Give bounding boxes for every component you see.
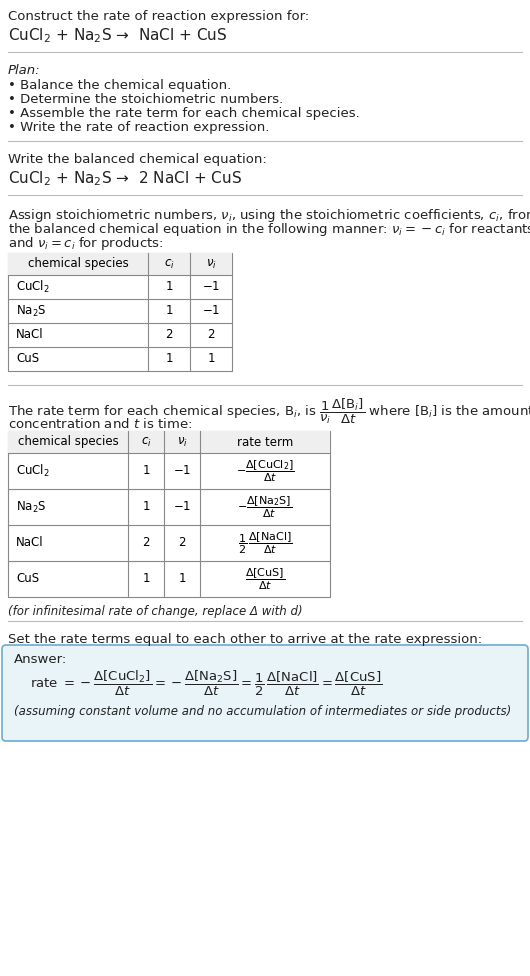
Text: Set the rate terms equal to each other to arrive at the rate expression:: Set the rate terms equal to each other t…	[8, 633, 482, 646]
Text: 2: 2	[207, 329, 215, 342]
Text: NaCl: NaCl	[16, 537, 43, 549]
Text: chemical species: chemical species	[28, 258, 128, 270]
Text: $c_i$: $c_i$	[140, 435, 152, 449]
Text: 1: 1	[178, 573, 186, 586]
Text: 1: 1	[142, 573, 150, 586]
Text: $\nu_i$: $\nu_i$	[206, 258, 216, 270]
Text: $-\dfrac{\Delta[\mathrm{Na_2S}]}{\Delta t}$: $-\dfrac{\Delta[\mathrm{Na_2S}]}{\Delta …	[237, 494, 293, 520]
Text: $-1$: $-1$	[173, 501, 191, 513]
Text: 2: 2	[165, 329, 173, 342]
Text: $c_i$: $c_i$	[164, 258, 174, 270]
Text: CuS: CuS	[16, 573, 39, 586]
Text: • Determine the stoichiometric numbers.: • Determine the stoichiometric numbers.	[8, 93, 283, 106]
Text: $-1$: $-1$	[202, 280, 220, 294]
Text: CuCl$_2$ + Na$_2$S →  2 NaCl + CuS: CuCl$_2$ + Na$_2$S → 2 NaCl + CuS	[8, 169, 242, 187]
Text: Na$_2$S: Na$_2$S	[16, 304, 47, 318]
Bar	[8, 431, 330, 597]
Text: 1: 1	[165, 280, 173, 294]
Text: Answer:: Answer:	[14, 653, 67, 666]
Text: 2: 2	[178, 537, 186, 549]
Text: Construct the rate of reaction expression for:: Construct the rate of reaction expressio…	[8, 10, 309, 23]
Text: $\nu_i$: $\nu_i$	[176, 435, 188, 449]
Text: CuCl$_2$: CuCl$_2$	[16, 279, 50, 295]
Text: CuS: CuS	[16, 352, 39, 365]
Text: • Balance the chemical equation.: • Balance the chemical equation.	[8, 79, 231, 92]
Text: CuCl$_2$: CuCl$_2$	[16, 463, 50, 479]
Text: • Write the rate of reaction expression.: • Write the rate of reaction expression.	[8, 121, 269, 134]
FancyBboxPatch shape	[2, 645, 528, 741]
Text: • Assemble the rate term for each chemical species.: • Assemble the rate term for each chemic…	[8, 107, 360, 120]
Text: and $\nu_i = c_i$ for products:: and $\nu_i = c_i$ for products:	[8, 235, 164, 252]
Text: NaCl: NaCl	[16, 329, 43, 342]
Text: The rate term for each chemical species, B$_i$, is $\dfrac{1}{\nu_i}\dfrac{\Delt: The rate term for each chemical species,…	[8, 397, 530, 427]
Text: rate term: rate term	[237, 435, 293, 449]
Text: 1: 1	[165, 352, 173, 365]
Text: $-1$: $-1$	[202, 305, 220, 317]
Text: 1: 1	[142, 501, 150, 513]
Text: (for infinitesimal rate of change, replace Δ with d): (for infinitesimal rate of change, repla…	[8, 605, 303, 618]
Text: concentration and $t$ is time:: concentration and $t$ is time:	[8, 417, 192, 431]
Bar	[8, 431, 330, 453]
Bar	[8, 253, 232, 275]
Text: $\dfrac{1}{2}\,\dfrac{\Delta[\mathrm{NaCl}]}{\Delta t}$: $\dfrac{1}{2}\,\dfrac{\Delta[\mathrm{NaC…	[238, 530, 292, 555]
Text: chemical species: chemical species	[17, 435, 118, 449]
Text: $\dfrac{\Delta[\mathrm{CuS}]}{\Delta t}$: $\dfrac{\Delta[\mathrm{CuS}]}{\Delta t}$	[245, 566, 285, 591]
Text: $-\dfrac{\Delta[\mathrm{CuCl_2}]}{\Delta t}$: $-\dfrac{\Delta[\mathrm{CuCl_2}]}{\Delta…	[236, 459, 294, 484]
Text: Assign stoichiometric numbers, $\nu_i$, using the stoichiometric coefficients, $: Assign stoichiometric numbers, $\nu_i$, …	[8, 207, 530, 224]
Text: Write the balanced chemical equation:: Write the balanced chemical equation:	[8, 153, 267, 166]
Text: rate $= -\dfrac{\Delta[\mathrm{CuCl_2}]}{\Delta t} = -\dfrac{\Delta[\mathrm{Na_2: rate $= -\dfrac{\Delta[\mathrm{CuCl_2}]}…	[30, 669, 382, 698]
Text: 1: 1	[207, 352, 215, 365]
Text: $-1$: $-1$	[173, 465, 191, 477]
Text: Na$_2$S: Na$_2$S	[16, 500, 47, 514]
Text: 1: 1	[142, 465, 150, 477]
Text: CuCl$_2$ + Na$_2$S →  NaCl + CuS: CuCl$_2$ + Na$_2$S → NaCl + CuS	[8, 26, 227, 45]
Bar	[8, 253, 232, 371]
Text: 1: 1	[165, 305, 173, 317]
Text: (assuming constant volume and no accumulation of intermediates or side products): (assuming constant volume and no accumul…	[14, 705, 511, 718]
Text: 2: 2	[142, 537, 150, 549]
Text: the balanced chemical equation in the following manner: $\nu_i = -c_i$ for react: the balanced chemical equation in the fo…	[8, 221, 530, 238]
Text: Plan:: Plan:	[8, 64, 41, 77]
